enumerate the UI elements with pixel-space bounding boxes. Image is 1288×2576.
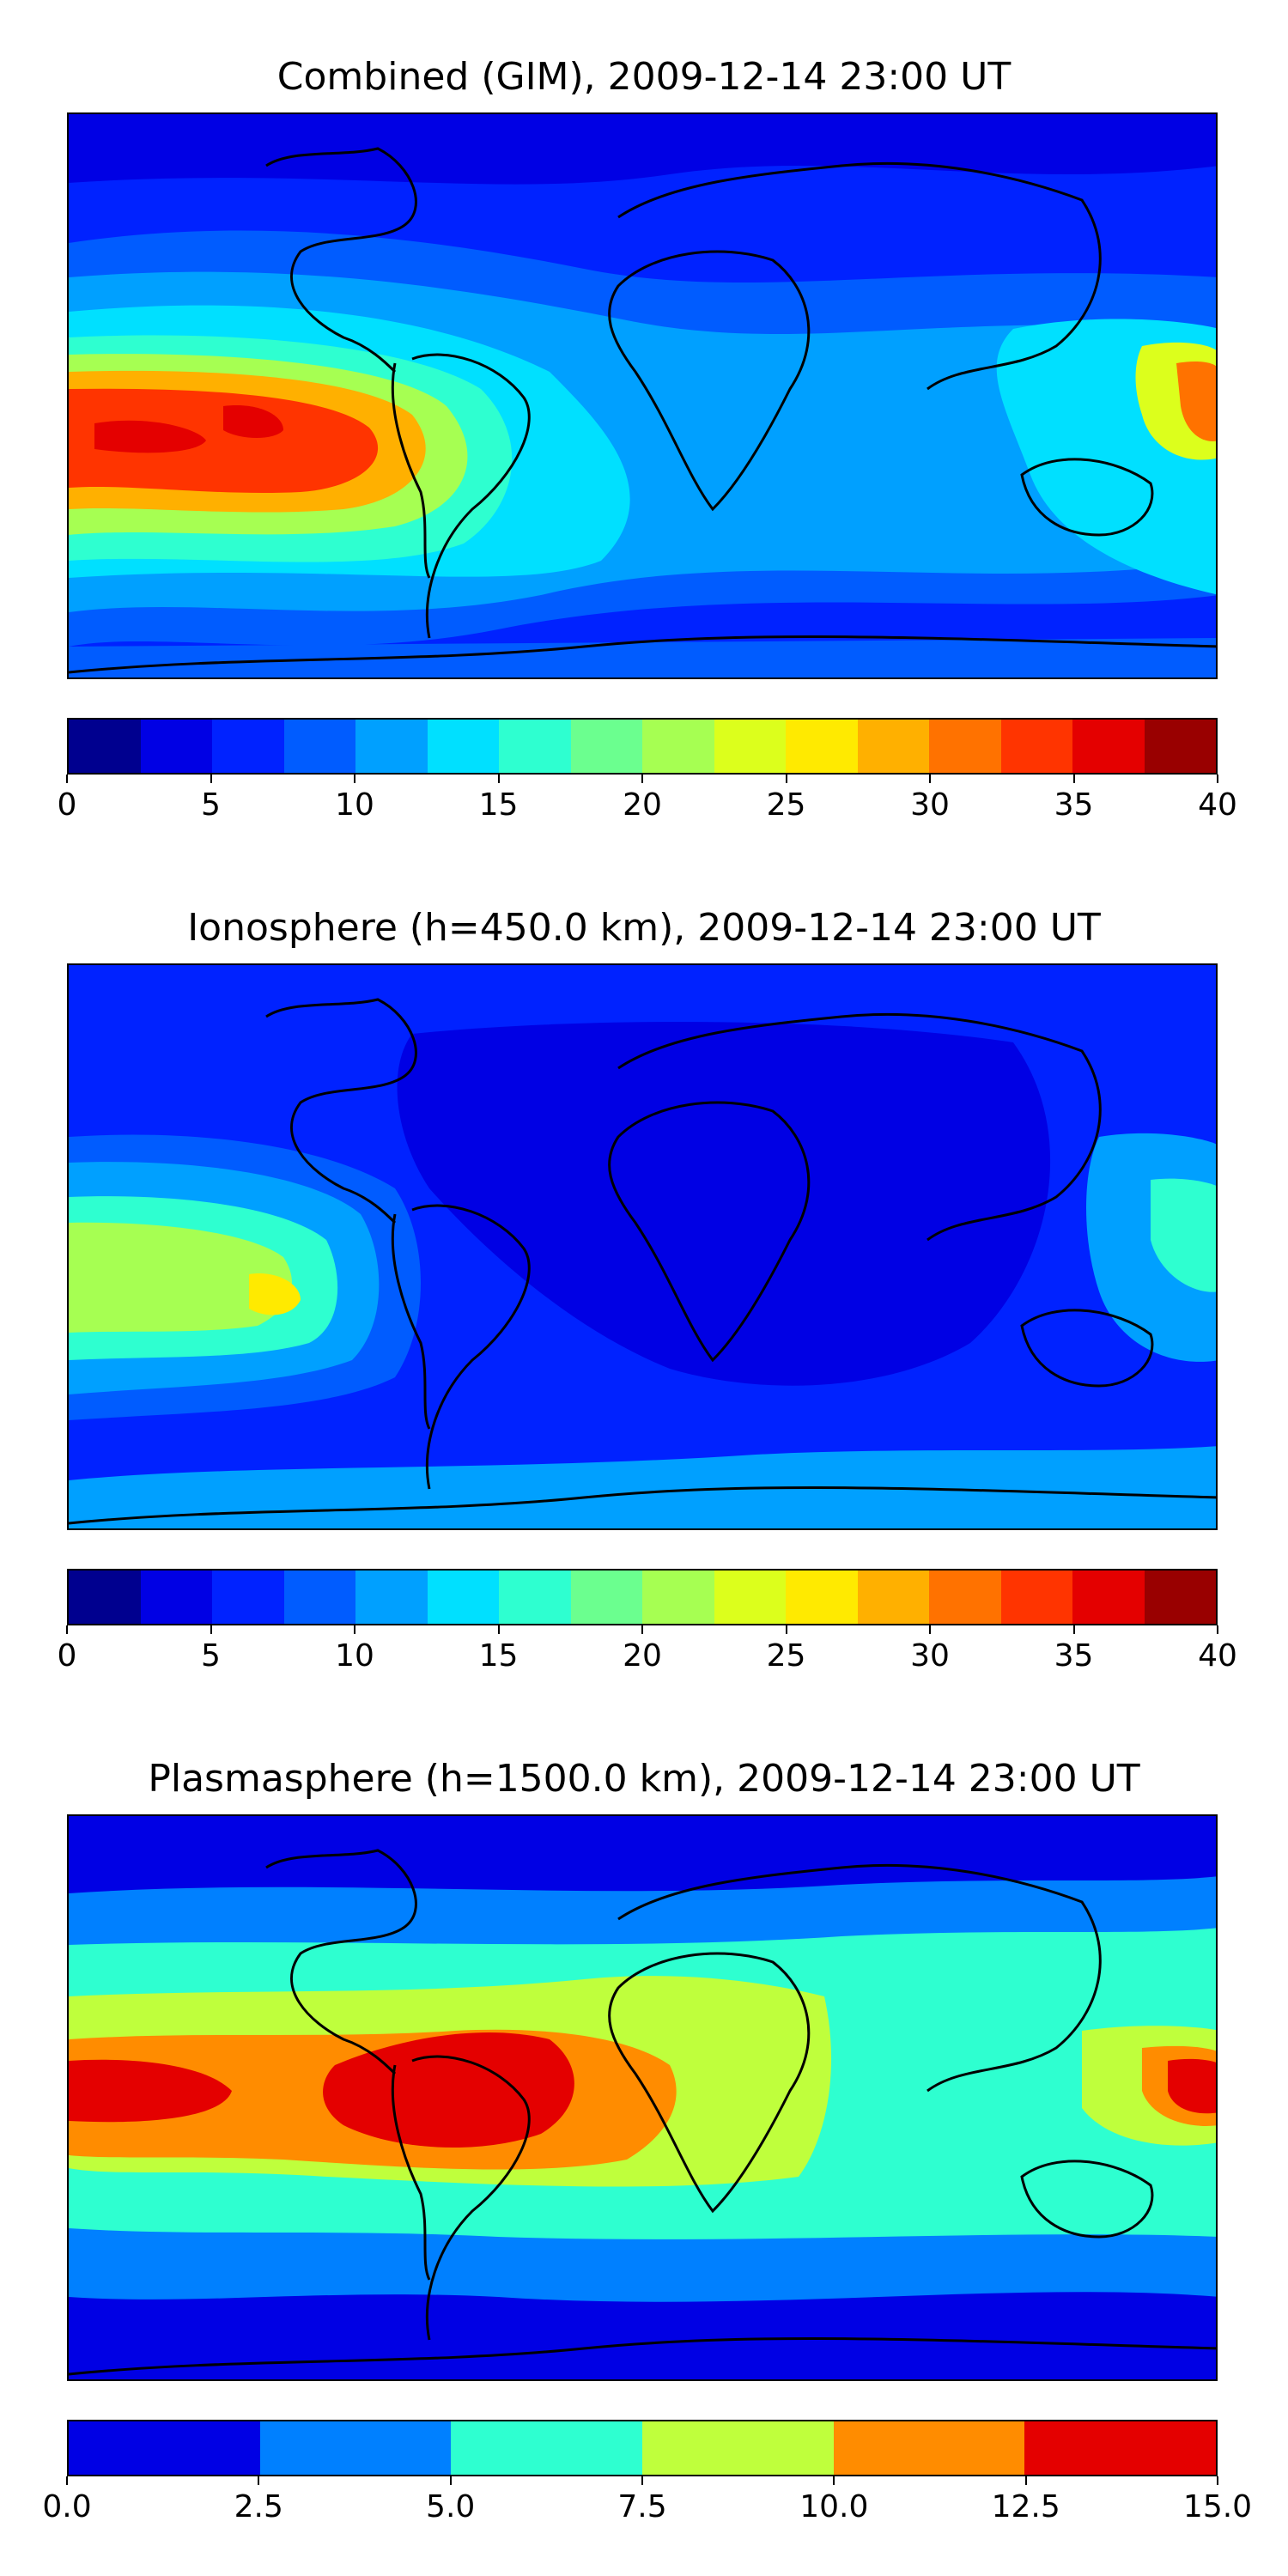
colorbar-segment xyxy=(427,1571,499,1624)
colorbar-segment xyxy=(212,720,284,773)
colorbar-segment xyxy=(140,720,212,773)
colorbar-segment xyxy=(499,1571,571,1624)
coastlines xyxy=(69,1849,1216,2376)
colorbar-segment xyxy=(570,1571,642,1624)
panel-title-plasmasphere: Plasmasphere (h=1500.0 km), 2009-12-14 2… xyxy=(148,1757,1140,1801)
colorbar-segment xyxy=(69,720,141,773)
colorbar-ticks-ionosphere: 0 5 10 15 20 25 30 35 40 xyxy=(58,1625,1237,1677)
colorbar-segment xyxy=(1072,720,1145,773)
colorbar-segment xyxy=(283,1571,355,1624)
colorbar-segment xyxy=(1144,720,1216,773)
colorbar-segment xyxy=(355,720,428,773)
map-plasmasphere xyxy=(67,1814,1218,2381)
colorbar-segment xyxy=(69,2421,260,2475)
colorbar-plasmasphere xyxy=(67,2420,1218,2476)
colorbar-segment xyxy=(212,1571,284,1624)
coastlines xyxy=(69,998,1216,1525)
colorbar-segment xyxy=(355,1571,428,1624)
tec-contours xyxy=(69,114,1216,677)
colorbar-segment xyxy=(786,1571,858,1624)
map-combined xyxy=(67,112,1218,679)
colorbar-segment xyxy=(427,720,499,773)
panel-title-ionosphere: Ionosphere (h=450.0 km), 2009-12-14 23:0… xyxy=(187,906,1101,950)
tec-contours xyxy=(69,965,1216,1528)
map-ionosphere-svg xyxy=(69,965,1216,1528)
colorbar-segment xyxy=(69,1571,141,1624)
map-ionosphere xyxy=(67,963,1218,1530)
map-combined-svg xyxy=(69,114,1216,677)
coastlines xyxy=(69,147,1216,674)
colorbar-segment xyxy=(642,720,714,773)
colorbar-segment xyxy=(857,720,929,773)
colorbar-segment xyxy=(714,720,786,773)
colorbar-combined xyxy=(67,718,1218,775)
colorbar-segment xyxy=(642,1571,714,1624)
panel-title-combined: Combined (GIM), 2009-12-14 23:00 UT xyxy=(276,55,1012,99)
colorbar-ticks-plasmasphere: 0.0 2.5 5.0 7.5 10.0 12.5 15.0 xyxy=(42,2476,1252,2528)
colorbar-segment xyxy=(570,720,642,773)
colorbar-segment xyxy=(1000,720,1072,773)
colorbar-segment xyxy=(929,1571,1001,1624)
colorbar-ionosphere xyxy=(67,1569,1218,1625)
colorbar-segment xyxy=(499,720,571,773)
colorbar-segment xyxy=(929,720,1001,773)
colorbar-segment xyxy=(1144,1571,1216,1624)
tec-contours xyxy=(69,1816,1216,2379)
colorbar-segment xyxy=(259,2421,452,2475)
colorbar-segment xyxy=(833,2421,1025,2475)
colorbar-segment xyxy=(786,720,858,773)
colorbar-ticks-combined: 0 5 10 15 20 25 30 35 40 xyxy=(58,775,1237,826)
colorbar-segment xyxy=(451,2421,643,2475)
colorbar-segment xyxy=(714,1571,786,1624)
colorbar-segment xyxy=(1000,1571,1072,1624)
colorbar-segment xyxy=(857,1571,929,1624)
colorbar-segment xyxy=(140,1571,212,1624)
colorbar-segment xyxy=(1072,1571,1145,1624)
colorbar-segment xyxy=(642,2421,834,2475)
colorbar-segment xyxy=(283,720,355,773)
map-plasmasphere-svg xyxy=(69,1816,1216,2379)
colorbar-segment xyxy=(1024,2421,1217,2475)
